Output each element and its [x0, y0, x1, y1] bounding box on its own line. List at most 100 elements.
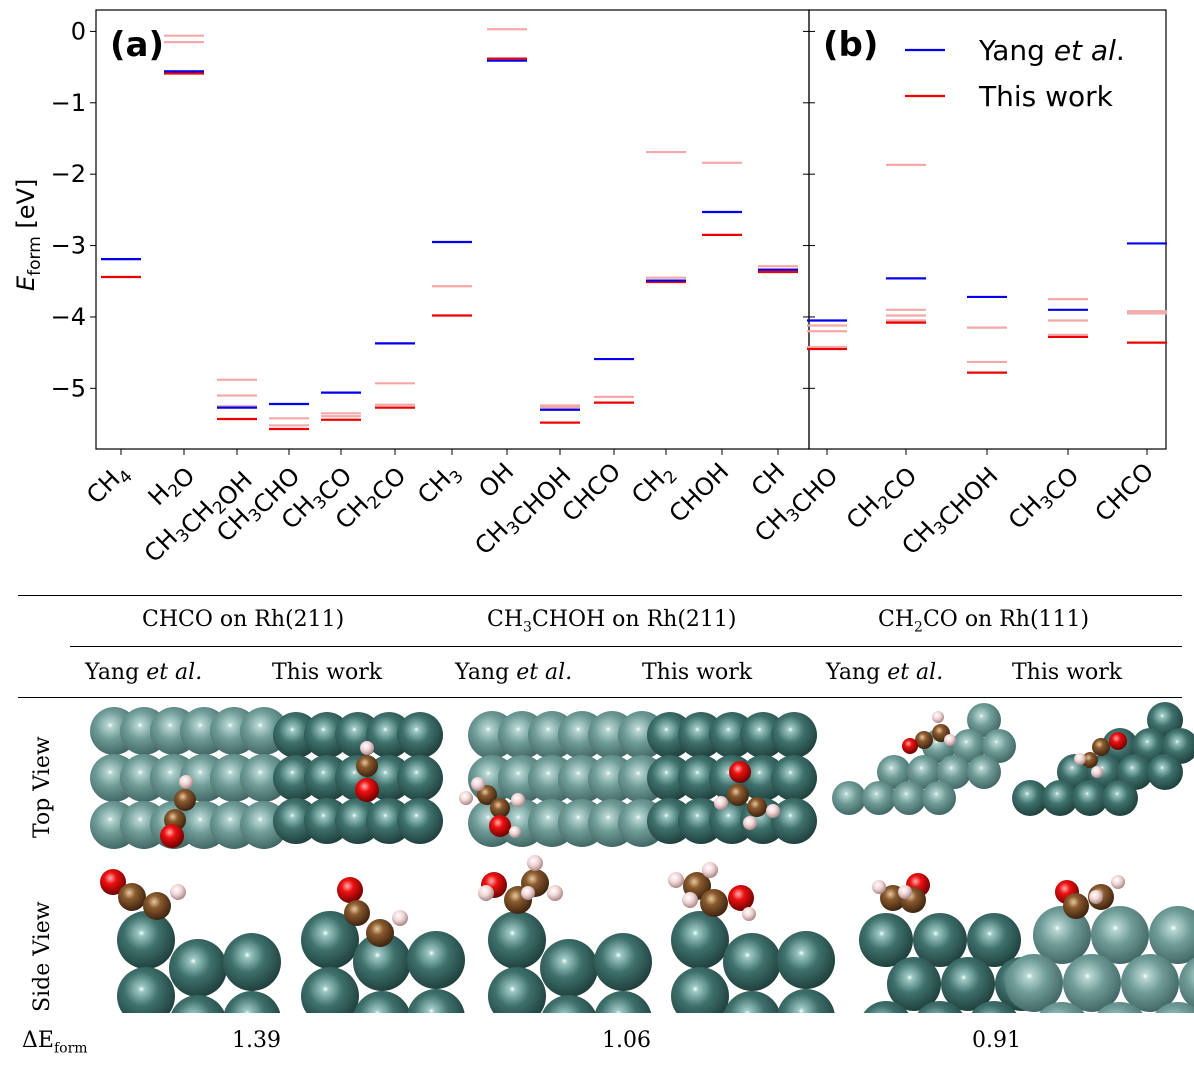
rh-atom [353, 933, 411, 991]
group-header-chco: CHCO on Rh(211) [142, 607, 345, 632]
rh-atom [1042, 780, 1078, 816]
carbon-atom [1063, 893, 1089, 919]
rh-atom [169, 939, 227, 997]
carbon-atom [143, 892, 171, 920]
rh-atom [723, 991, 781, 1013]
hydrogen-atom [1111, 875, 1125, 889]
rh-atom [1097, 1002, 1143, 1013]
carbon-atom [700, 889, 728, 917]
y-tick-label: −3 [51, 232, 86, 260]
hydrogen-atom [170, 884, 186, 900]
hydrogen-atom [766, 804, 780, 818]
rh-atom [941, 957, 995, 1011]
rh-atom [967, 703, 1001, 737]
rh-atom [862, 781, 896, 815]
rh-atom [301, 1023, 359, 1075]
rh-atom [117, 967, 175, 1013]
rh-atom [488, 1023, 546, 1075]
rh-atom [1005, 954, 1063, 1012]
panel-label: (b) [823, 25, 878, 65]
rh-atom [887, 957, 941, 1011]
hydrogen-atom [743, 816, 757, 830]
rh-atom [859, 913, 913, 967]
hydrogen-atom [682, 892, 698, 908]
rh-atom [771, 798, 817, 844]
rh-atom [771, 755, 817, 801]
rh-atom [397, 712, 443, 758]
group-header-ch3choh: CH3CHOH on Rh(211) [487, 607, 737, 636]
subheader-yang-3: Yang et al. [826, 660, 944, 685]
rh-atom [223, 991, 281, 1013]
rh-atom [1033, 906, 1091, 964]
subheader-yang-1: Yang et al. [85, 660, 203, 685]
y-tick-label: −5 [51, 374, 86, 402]
hydrogen-atom [392, 910, 408, 926]
subheader-yang-2: Yang et al. [455, 660, 573, 685]
hydrogen-atom [521, 886, 535, 900]
hydrogen-atom [898, 885, 912, 899]
rh-atom [967, 755, 1001, 789]
rh-atom [1063, 954, 1121, 1012]
rh-atom [240, 754, 288, 802]
rh-atom [1039, 1002, 1085, 1013]
carbon-atom [366, 919, 394, 947]
oxygen-atom [489, 815, 511, 837]
oxygen-atom [1109, 732, 1127, 750]
rh-atom [777, 931, 835, 989]
hydrogen-atom [459, 791, 473, 805]
y-axis-label: Eform [eV] [12, 179, 45, 291]
panel-label: (a) [110, 25, 164, 65]
hydrogen-atom [944, 734, 956, 746]
rh-atom [671, 967, 729, 1013]
carbon-atom [477, 785, 497, 805]
rh-atom [1179, 957, 1194, 1009]
carbon-atom [1082, 752, 1098, 768]
rh-atom [982, 729, 1016, 763]
hydrogen-atom [1074, 753, 1086, 765]
oxygen-atom [160, 824, 184, 848]
rh-atom [1117, 754, 1153, 790]
rh-atom [892, 781, 926, 815]
rh-atom [671, 1023, 729, 1075]
rh-atom [397, 755, 443, 801]
hydrogen-atom [742, 907, 756, 921]
rh-atom [488, 911, 546, 969]
legend: Yang et al. This work [905, 34, 1125, 113]
y-axis-label-text: Eform [eV] [12, 179, 45, 291]
delta-eform-label: ΔEform [22, 1028, 88, 1057]
carbon-atom [915, 731, 933, 749]
rh-atom [723, 933, 781, 991]
rh-atom [407, 931, 465, 989]
hydrogen-atom [471, 777, 485, 791]
carbon-atom [727, 784, 749, 806]
rh-atom [1155, 1002, 1194, 1013]
y-tick-label: 0 [71, 17, 86, 45]
rh-atom [777, 989, 835, 1013]
legend-label-yang: Yang et al. [978, 34, 1125, 67]
rh-atom [594, 991, 652, 1013]
oxygen-atom [355, 778, 379, 802]
hydrogen-atom [547, 885, 563, 901]
delta-value-chco: 1.39 [232, 1028, 281, 1053]
subheader-thiswork-1: This work [272, 660, 383, 685]
rh-atom [407, 989, 465, 1013]
rh-atom [917, 1001, 963, 1013]
y-tick-label: −1 [51, 89, 86, 117]
hydrogen-atom [932, 711, 944, 723]
subheader-thiswork-2: This work [642, 660, 753, 685]
oxygen-atom [728, 885, 754, 911]
carbon-atom [1092, 738, 1110, 756]
oxygen-atom [100, 869, 126, 895]
oxygen-atom [729, 761, 751, 783]
rh-atom [877, 755, 911, 789]
group-header-ch2co: CH2CO on Rh(111) [878, 607, 1090, 636]
rh-atom [1072, 780, 1108, 816]
rh-atom [832, 781, 866, 815]
hydrogen-atom [478, 885, 494, 901]
rh-atom [1012, 780, 1048, 816]
legend-label-this-work: This work [978, 80, 1114, 113]
rh-atom [1147, 702, 1183, 738]
hydrogen-atom [1089, 890, 1103, 904]
oxygen-atom [337, 877, 363, 903]
